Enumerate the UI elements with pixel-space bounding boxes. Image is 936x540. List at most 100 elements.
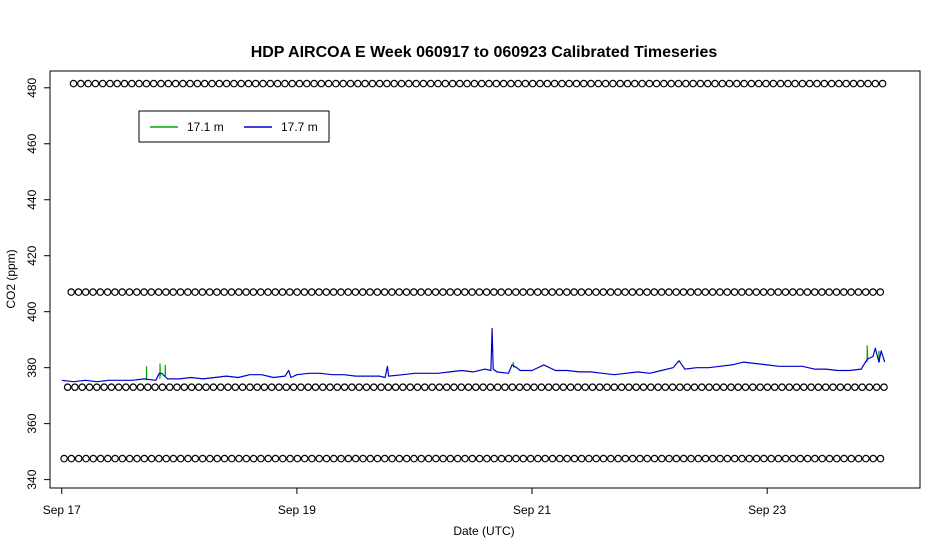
reference-point bbox=[439, 288, 447, 296]
reference-point bbox=[348, 383, 356, 392]
reference-point bbox=[646, 383, 655, 392]
reference-point bbox=[318, 383, 327, 392]
reference-point bbox=[636, 454, 644, 463]
reference-point bbox=[271, 454, 280, 463]
reference-point bbox=[752, 454, 761, 463]
reference-point bbox=[825, 288, 834, 296]
reference-point bbox=[526, 288, 535, 296]
reference-point bbox=[650, 454, 659, 463]
x-tick-label: Sep 23 bbox=[748, 503, 786, 517]
reference-point bbox=[195, 383, 203, 392]
reference-point bbox=[311, 383, 320, 392]
reference-row-3 bbox=[60, 454, 885, 463]
reference-point bbox=[300, 454, 309, 463]
reference-point bbox=[574, 383, 582, 392]
reference-point bbox=[384, 383, 393, 392]
reference-point bbox=[399, 383, 407, 392]
reference-point bbox=[118, 454, 127, 463]
reference-point bbox=[106, 79, 114, 88]
reference-point bbox=[847, 288, 855, 296]
reference-point bbox=[869, 454, 878, 463]
reference-point bbox=[111, 288, 119, 296]
reference-point bbox=[507, 79, 515, 88]
reference-point bbox=[515, 383, 524, 392]
reference-point bbox=[453, 288, 462, 296]
reference-point bbox=[249, 454, 258, 463]
reference-point bbox=[665, 454, 673, 463]
reference-point bbox=[251, 79, 260, 88]
reference-point bbox=[862, 454, 870, 463]
reference-point bbox=[227, 288, 236, 296]
reference-point bbox=[120, 79, 129, 88]
reference-point bbox=[187, 383, 196, 392]
reference-point bbox=[390, 79, 399, 88]
reference-row-1 bbox=[67, 288, 885, 296]
reference-point bbox=[577, 288, 586, 296]
reference-point bbox=[82, 454, 90, 463]
reference-point bbox=[337, 454, 345, 463]
reference-point bbox=[654, 383, 662, 392]
reference-point bbox=[674, 79, 683, 88]
reference-point bbox=[230, 79, 238, 88]
reference-point bbox=[151, 383, 159, 392]
reference-point bbox=[748, 383, 757, 392]
reference-point bbox=[854, 454, 863, 463]
x-tick-label: Sep 17 bbox=[43, 503, 81, 517]
reference-point bbox=[339, 79, 348, 88]
reference-point bbox=[521, 79, 530, 88]
reference-point bbox=[417, 288, 425, 296]
reference-point bbox=[747, 79, 756, 88]
reference-point bbox=[332, 79, 340, 88]
reference-point bbox=[485, 79, 493, 88]
reference-point bbox=[676, 383, 684, 392]
reference-point bbox=[450, 383, 458, 392]
reference-point bbox=[351, 288, 360, 296]
reference-point bbox=[368, 79, 377, 88]
reference-point bbox=[455, 79, 464, 88]
reference-point bbox=[278, 288, 287, 296]
reference-point bbox=[198, 454, 207, 463]
reference-point bbox=[337, 288, 345, 296]
reference-point bbox=[267, 383, 276, 392]
reference-point bbox=[259, 79, 267, 88]
reference-point bbox=[135, 79, 143, 88]
reference-point bbox=[745, 454, 754, 463]
reference-point bbox=[111, 454, 119, 463]
reference-point bbox=[264, 454, 273, 463]
reference-point bbox=[114, 383, 123, 392]
reference-point bbox=[784, 79, 792, 88]
reference-point bbox=[592, 454, 601, 463]
reference-point bbox=[614, 288, 622, 296]
reference-point bbox=[249, 288, 258, 296]
reference-point bbox=[85, 383, 94, 392]
reference-point bbox=[774, 288, 783, 296]
reference-point bbox=[344, 454, 353, 463]
reference-point bbox=[333, 383, 342, 392]
reference-point bbox=[157, 79, 165, 88]
reference-point bbox=[679, 454, 688, 463]
reference-point bbox=[668, 383, 677, 392]
reference-point bbox=[504, 454, 513, 463]
reference-point bbox=[404, 79, 413, 88]
reference-point bbox=[610, 383, 619, 392]
y-tick-label: 420 bbox=[25, 245, 39, 265]
reference-point bbox=[286, 454, 294, 463]
reference-point bbox=[431, 288, 440, 296]
reference-point bbox=[417, 454, 426, 463]
reference-point bbox=[78, 383, 87, 392]
reference-point bbox=[781, 454, 790, 463]
reference-point bbox=[565, 79, 574, 88]
reference-point bbox=[621, 454, 630, 463]
reference-point bbox=[628, 288, 637, 296]
reference-point bbox=[741, 383, 750, 392]
reference-point bbox=[388, 454, 396, 463]
reference-point bbox=[734, 383, 743, 392]
reference-point bbox=[84, 79, 92, 88]
reference-point bbox=[672, 454, 681, 463]
reference-point bbox=[162, 288, 170, 296]
reference-point bbox=[293, 454, 302, 463]
reference-point bbox=[144, 383, 152, 392]
reference-point bbox=[446, 288, 455, 296]
reference-point bbox=[570, 288, 578, 296]
reference-point bbox=[317, 79, 326, 88]
